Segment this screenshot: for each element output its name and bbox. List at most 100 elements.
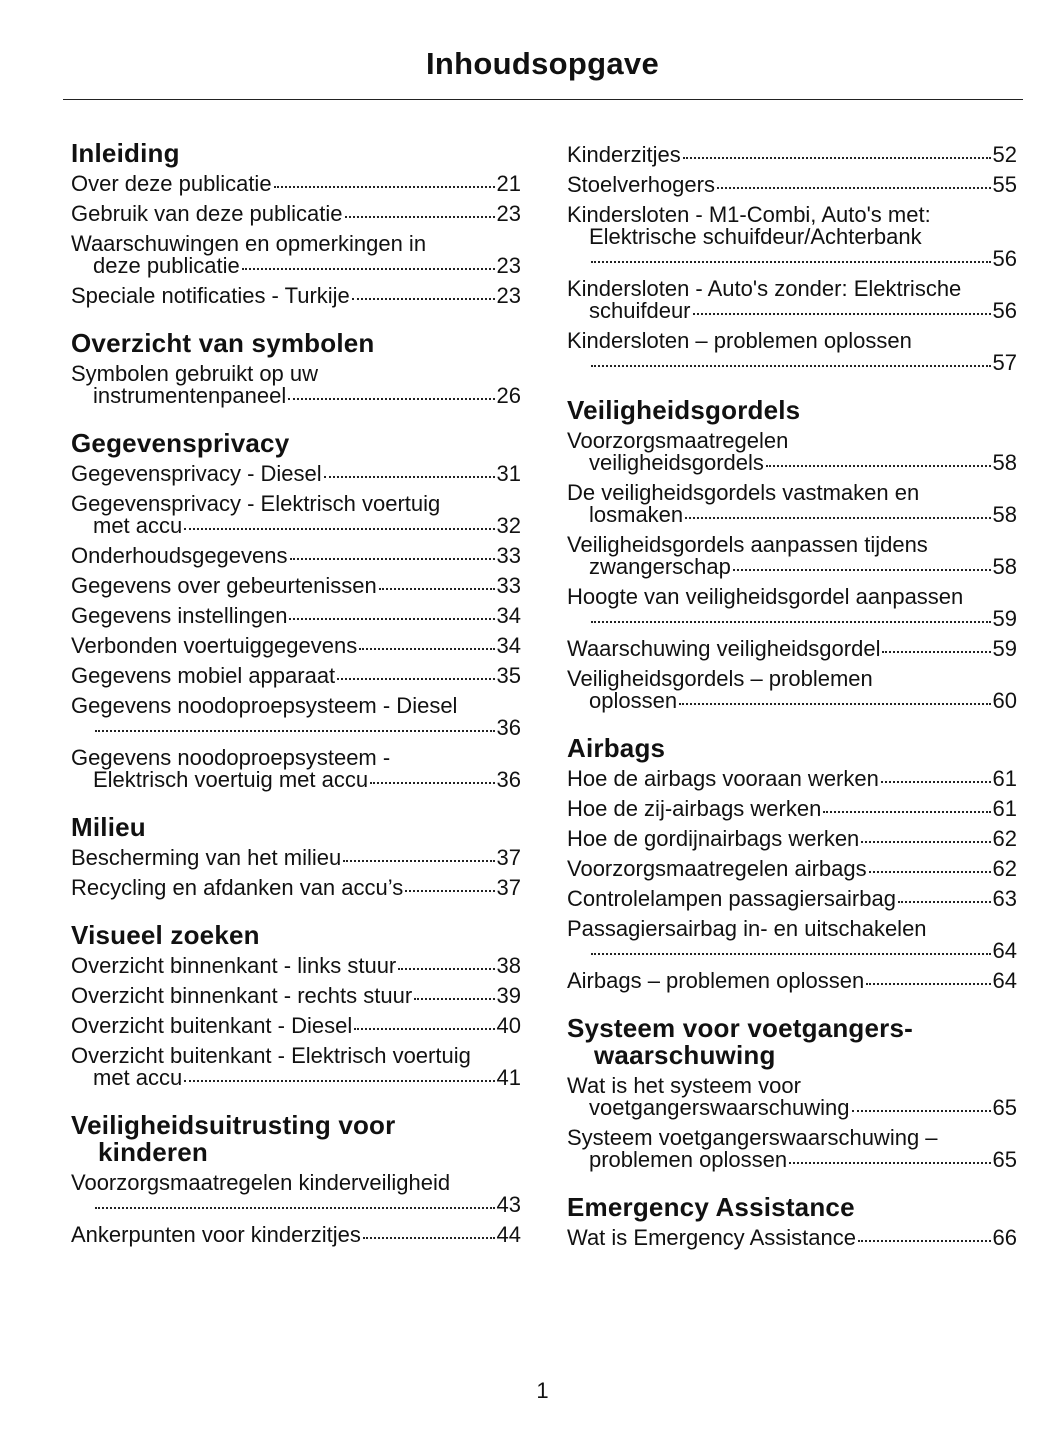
toc-entry[interactable]: Passagiersairbag in- en uitschakelen 64 xyxy=(567,918,1017,962)
toc-entry[interactable]: Verbonden voertuiggegevens 34 xyxy=(71,635,521,657)
dot-leader xyxy=(851,1110,991,1112)
toc-entry-title: Speciale notificaties - Turkije xyxy=(71,283,350,308)
toc-entry[interactable]: Systeem voetgangerswaarschuwing – problem… xyxy=(567,1127,1017,1171)
section-heading[interactable]: Overzicht van symbolen xyxy=(71,330,521,357)
toc-entry-line: Overzicht buitenkant - Elektrisch voertu… xyxy=(71,1045,521,1067)
toc-entry[interactable]: Controlelampen passagiersairbag 63 xyxy=(567,888,1017,910)
section-heading[interactable]: Inleiding xyxy=(71,140,521,167)
section-heading-text: Airbags xyxy=(567,733,666,763)
toc-entry[interactable]: Symbolen gebruikt op uw instrumentenpanee… xyxy=(71,363,521,407)
toc-entry[interactable]: Hoe de airbags vooraan werken 61 xyxy=(567,768,1017,790)
toc-entry[interactable]: Overzicht buitenkant - Elektrisch voertu… xyxy=(71,1045,521,1089)
toc-entry[interactable]: Voorzorgsmaatregelen airbags 62 xyxy=(567,858,1017,880)
toc-entry-line: problemen oplossen 65 xyxy=(567,1149,1017,1171)
toc-entry[interactable]: Wat is het systeem voor voetgangerswaarsc… xyxy=(567,1075,1017,1119)
toc-entry[interactable]: Hoe de zij-airbags werken 61 xyxy=(567,798,1017,820)
toc-entry-line: Hoogte van veiligheidsgordel aanpassen xyxy=(567,586,1017,608)
toc-entry-title: schuifdeur xyxy=(589,298,691,323)
toc-entry[interactable]: Voorzorgsmaatregelen veiligheidsgordels 58 xyxy=(567,430,1017,474)
section-heading[interactable]: Veiligheidsgordels xyxy=(567,397,1017,424)
toc-entry-line: Wat is Emergency Assistance 66 xyxy=(567,1227,1017,1249)
toc-page-number: 43 xyxy=(496,1192,521,1217)
toc-entry[interactable]: Gegevens noodoproepsysteem - Diesel 36 xyxy=(71,695,521,739)
toc-entry-line: voetgangerswaarschuwing 65 xyxy=(567,1097,1017,1119)
toc-page-number: 40 xyxy=(496,1013,521,1038)
toc-entry[interactable]: Onderhoudsgegevens 33 xyxy=(71,545,521,567)
toc-page-number: 31 xyxy=(496,461,521,486)
toc-entry-title: Gegevens instellingen xyxy=(71,603,288,628)
toc-page-number: 34 xyxy=(496,633,521,658)
section-heading[interactable]: Visueel zoeken xyxy=(71,922,521,949)
toc-entry[interactable]: Waarschuwingen en opmerkingen in deze pub… xyxy=(71,233,521,277)
toc-entry[interactable]: Overzicht binnenkant - links stuur 38 xyxy=(71,955,521,977)
toc-page-number: 61 xyxy=(992,766,1017,791)
section-heading[interactable]: Veiligheidsuitrusting voor kinderen xyxy=(71,1112,521,1166)
toc-entry-title: Gebruik van deze publicatie xyxy=(71,201,343,226)
toc-entry[interactable]: Wat is Emergency Assistance 66 xyxy=(567,1227,1017,1249)
section-heading[interactable]: Airbags xyxy=(567,735,1017,762)
section-heading-text: Emergency Assistance xyxy=(567,1192,855,1222)
toc-entry-line: 36 xyxy=(71,717,521,739)
toc-entry[interactable]: Kindersloten – problemen oplossen 57 xyxy=(567,330,1017,374)
toc-page-number: 58 xyxy=(992,502,1017,527)
toc-entry[interactable]: Speciale notificaties - Turkije 23 xyxy=(71,285,521,307)
toc-entry[interactable]: Overzicht binnenkant - rechts stuur 39 xyxy=(71,985,521,1007)
toc-page-number: 34 xyxy=(496,603,521,628)
toc-page-number: 32 xyxy=(496,513,521,538)
toc-page-number: 33 xyxy=(496,573,521,598)
toc-entry[interactable]: Kinderzitjes 52 xyxy=(567,144,1017,166)
toc-entry[interactable]: Airbags – problemen oplossen 64 xyxy=(567,970,1017,992)
section-heading-text: Veiligheidsuitrusting voor xyxy=(71,1110,396,1140)
section-heading[interactable]: Emergency Assistance xyxy=(567,1194,1017,1221)
toc-page-number: 59 xyxy=(992,636,1017,661)
toc-entry[interactable]: Veiligheidsgordels – problemen oplossen 60 xyxy=(567,668,1017,712)
toc-entry-title: Gegevens mobiel apparaat xyxy=(71,663,336,688)
toc-entry[interactable]: Gebruik van deze publicatie 23 xyxy=(71,203,521,225)
toc-page-number: 64 xyxy=(992,968,1017,993)
toc-entry[interactable]: Voorzorgsmaatregelen kinderveiligheid 43 xyxy=(71,1172,521,1216)
toc-page-number: 36 xyxy=(496,715,521,740)
toc-entry[interactable]: Gegevensprivacy - Elektrisch voertuig met… xyxy=(71,493,521,537)
toc-entry[interactable]: De veiligheidsgordels vastmaken en losmak… xyxy=(567,482,1017,526)
toc-entry[interactable]: Hoogte van veiligheidsgordel aanpassen 59 xyxy=(567,586,1017,630)
toc-entry[interactable]: Kindersloten - M1-Combi, Auto's met: Elek… xyxy=(567,204,1017,270)
section-heading[interactable]: Milieu xyxy=(71,814,521,841)
toc-entry[interactable]: Waarschuwing veiligheidsgordel 59 xyxy=(567,638,1017,660)
dot-leader xyxy=(351,298,495,300)
toc-entry[interactable]: Stoelverhogers 55 xyxy=(567,174,1017,196)
toc-entry-title: veiligheidsgordels xyxy=(589,450,764,475)
toc-page-number: 41 xyxy=(496,1065,521,1090)
toc-entry[interactable]: Gegevens over gebeurtenissen 33 xyxy=(71,575,521,597)
toc-entry-title: Kinderzitjes xyxy=(567,142,681,167)
toc-entry-line: Veiligheidsgordels – problemen xyxy=(567,668,1017,690)
toc-entry[interactable]: Recycling en afdanken van accu’s 37 xyxy=(71,877,521,899)
toc-entry-line: Gegevens instellingen 34 xyxy=(71,605,521,627)
toc-entry[interactable]: Gegevens noodoproepsysteem - Elektrisch v… xyxy=(71,747,521,791)
toc-entry[interactable]: Overzicht buitenkant - Diesel 40 xyxy=(71,1015,521,1037)
section-heading[interactable]: Systeem voor voetgangers-waarschuwing xyxy=(567,1015,1017,1069)
toc-entry-line: Gebruik van deze publicatie 23 xyxy=(71,203,521,225)
toc-entry[interactable]: Ankerpunten voor kinderzitjes 44 xyxy=(71,1224,521,1246)
toc-entry[interactable]: Kindersloten - Auto's zonder: Elektrisch… xyxy=(567,278,1017,322)
toc-entry-title: zwangerschap xyxy=(589,554,731,579)
toc-entry[interactable]: Bescherming van het milieu 37 xyxy=(71,847,521,869)
dot-leader xyxy=(682,157,991,159)
toc-page-number: 66 xyxy=(992,1225,1017,1250)
toc-entry-title: Waarschuwing veiligheidsgordel xyxy=(567,636,881,661)
toc-entry-title: deze publicatie xyxy=(93,253,240,278)
toc-entry-title: Kindersloten - M1-Combi, Auto's met: xyxy=(567,202,931,227)
dot-leader xyxy=(378,588,495,590)
toc-column-left: Inleiding Over deze publicatie 21 Gebruik v… xyxy=(71,140,521,1269)
section-heading-text: waarschuwing xyxy=(594,1040,776,1070)
toc-entry[interactable]: Gegevens instellingen 34 xyxy=(71,605,521,627)
toc-entry-title: Overzicht buitenkant - Elektrisch voertu… xyxy=(71,1043,471,1068)
toc-entry-line: De veiligheidsgordels vastmaken en xyxy=(567,482,1017,504)
toc-entry[interactable]: Hoe de gordijnairbags werken 62 xyxy=(567,828,1017,850)
section-heading[interactable]: Gegevensprivacy xyxy=(71,430,521,457)
toc-entry[interactable]: Gegevens mobiel apparaat 35 xyxy=(71,665,521,687)
toc-entry[interactable]: Over deze publicatie 21 xyxy=(71,173,521,195)
toc-entry-title: Elektrisch voertuig met accu xyxy=(93,767,369,792)
toc-entry[interactable]: Gegevensprivacy - Diesel 31 xyxy=(71,463,521,485)
toc-entry-line: 43 xyxy=(71,1194,521,1216)
toc-entry[interactable]: Veiligheidsgordels aanpassen tijdens zwan… xyxy=(567,534,1017,578)
